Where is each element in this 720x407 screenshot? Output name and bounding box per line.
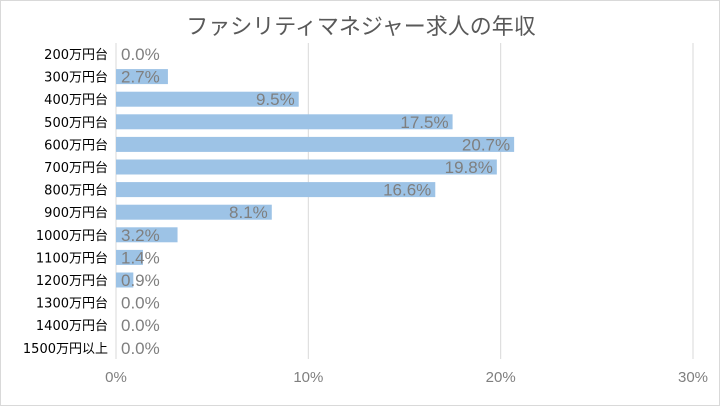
- bar: [116, 227, 178, 243]
- category-label: 400万円台: [44, 93, 108, 108]
- category-label: 1300万円台: [36, 297, 108, 312]
- value-label: 0.0%: [121, 316, 160, 335]
- value-label: 8.1%: [229, 203, 268, 222]
- category-label: 1500万円以上: [23, 342, 108, 357]
- category-label: 1200万円台: [36, 274, 108, 289]
- bar: [116, 114, 453, 130]
- value-label: 3.2%: [121, 226, 160, 245]
- value-label: 19.8%: [445, 158, 493, 177]
- category-label: 1100万円台: [36, 251, 108, 266]
- bar: [116, 182, 436, 198]
- value-label: 0.0%: [121, 294, 160, 313]
- x-tick-label: 20%: [486, 369, 516, 386]
- category-label: 800万円台: [44, 184, 108, 199]
- bar: [116, 69, 168, 85]
- category-label: 300万円台: [44, 71, 108, 86]
- value-label: 1.4%: [121, 248, 160, 267]
- value-label: 0.0%: [121, 339, 160, 358]
- value-label: 17.5%: [400, 113, 448, 132]
- gridlines: [115, 43, 694, 359]
- category-label: 500万円台: [44, 116, 108, 131]
- bar: [116, 136, 515, 152]
- category-label: 700万円台: [44, 161, 108, 176]
- x-tick-labels: 0% 10% 20% 30%: [105, 369, 708, 386]
- category-label: 600万円台: [44, 138, 108, 153]
- x-tick-label: 10%: [293, 369, 323, 386]
- x-tick-label: 30%: [678, 369, 708, 386]
- value-label: 2.7%: [121, 68, 160, 87]
- bars: [116, 69, 515, 288]
- value-label: 20.7%: [462, 135, 510, 154]
- category-labels: 200万円台 300万円台 400万円台 500万円台 600万円台 700万円台 800万…: [23, 48, 108, 357]
- bar: [116, 249, 143, 265]
- category-label: 900万円台: [44, 206, 108, 221]
- bar: [116, 204, 272, 220]
- value-labels: 0.0% 2.7% 9.5% 17.5% 20.7% 19.8% 16.6% 8.1% 3.2%…: [121, 45, 510, 358]
- bar: [116, 159, 497, 175]
- chart-title: ファシリティマネジャー求人の年収: [186, 15, 536, 40]
- value-label: 0.0%: [121, 45, 160, 64]
- value-label: 0.9%: [121, 271, 160, 290]
- bar: [116, 272, 134, 288]
- category-label: 200万円台: [44, 48, 108, 63]
- x-tick-label: 0%: [105, 369, 127, 386]
- value-label: 9.5%: [256, 90, 295, 109]
- category-label: 1400万円台: [36, 319, 108, 334]
- category-label: 1000万円台: [36, 229, 108, 244]
- bar: [116, 91, 299, 107]
- value-label: 16.6%: [383, 181, 431, 200]
